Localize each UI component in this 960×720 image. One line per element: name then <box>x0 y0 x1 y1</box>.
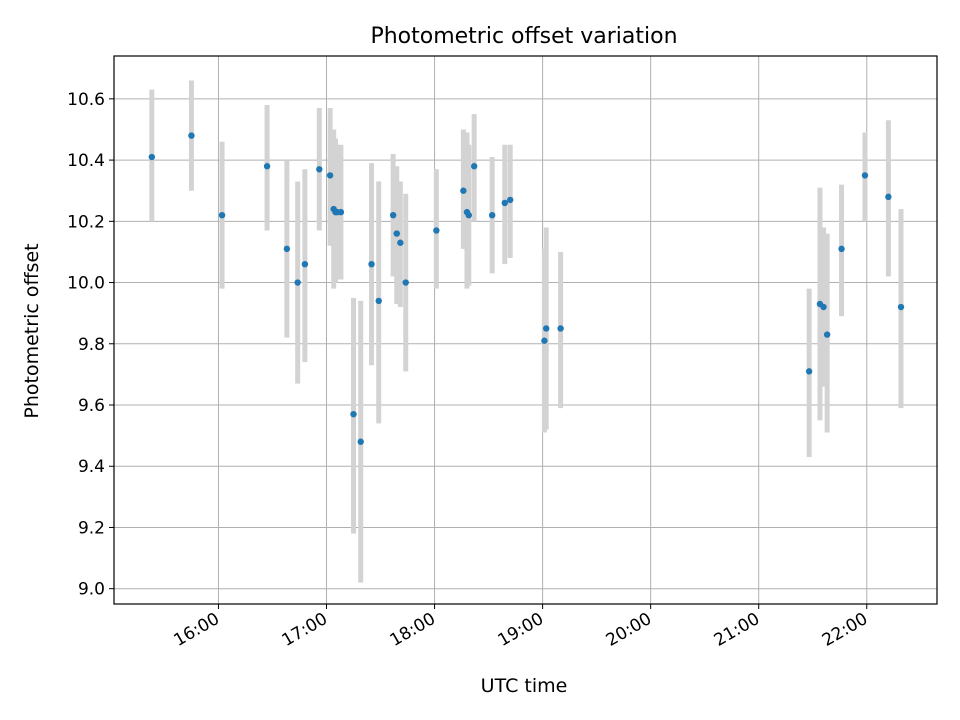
x-tick-label: 22:00 <box>819 609 871 651</box>
data-point <box>557 325 564 332</box>
data-point <box>433 227 440 234</box>
data-point <box>805 368 813 375</box>
data-point <box>218 211 226 219</box>
y-tick-label: 9.8 <box>78 335 105 355</box>
data-point <box>402 279 409 286</box>
data-point <box>885 193 892 201</box>
data-point <box>263 163 271 170</box>
grid <box>114 56 937 604</box>
data-point <box>506 196 514 204</box>
x-tick-label: 20:00 <box>603 609 655 651</box>
data-points <box>148 132 905 445</box>
x-tick-label: 21:00 <box>711 609 763 651</box>
data-point <box>368 260 375 268</box>
y-tick-label: 9.0 <box>78 580 105 600</box>
x-tick-label: 17:00 <box>279 609 331 651</box>
y-tick-label: 9.6 <box>78 396 105 416</box>
y-tick-label: 9.4 <box>78 457 105 477</box>
x-tick-label: 18:00 <box>387 609 439 651</box>
x-axis-ticks: 16:00 17:00 18:00 19:00 20:00 21:00 22:00 <box>171 604 871 651</box>
data-point <box>337 208 345 216</box>
chart-title: Photometric offset variation <box>370 24 677 49</box>
data-point <box>350 410 357 418</box>
data-point <box>501 199 508 207</box>
data-point <box>470 163 478 170</box>
y-tick-label: 9.2 <box>78 518 105 538</box>
y-tick-label: 10.2 <box>67 212 105 232</box>
data-point <box>397 239 404 246</box>
y-axis-label: Photometric offset <box>21 243 43 418</box>
data-point <box>393 230 400 237</box>
data-point <box>465 211 472 219</box>
data-point <box>897 303 905 311</box>
data-point <box>820 303 827 311</box>
error-bars <box>149 80 904 583</box>
y-tick-label: 10.4 <box>67 151 105 171</box>
data-point <box>488 211 496 219</box>
data-point <box>389 211 397 219</box>
data-point <box>301 260 309 268</box>
data-point <box>460 187 467 194</box>
x-axis-label: UTC time <box>481 675 568 697</box>
plot-frame <box>113 55 938 605</box>
data-point <box>294 279 301 286</box>
data-point <box>375 297 382 305</box>
y-tick-label: 10.0 <box>67 274 105 294</box>
data-point <box>543 325 550 332</box>
data-point <box>861 172 869 179</box>
y-tick-label: 10.6 <box>67 90 105 110</box>
x-tick-label: 19:00 <box>495 609 547 651</box>
x-tick-label: 16:00 <box>171 609 223 651</box>
data-point <box>283 245 291 253</box>
data-point <box>326 172 334 179</box>
data-point <box>357 438 364 445</box>
data-point <box>188 132 195 139</box>
data-point <box>148 153 156 161</box>
data-point <box>823 331 831 338</box>
data-point <box>541 337 548 344</box>
data-point <box>316 166 323 173</box>
data-point <box>838 245 845 253</box>
y-axis-ticks: 9.0 9.2 9.4 9.6 9.8 10.0 10.2 10.4 10.6 <box>67 90 114 600</box>
